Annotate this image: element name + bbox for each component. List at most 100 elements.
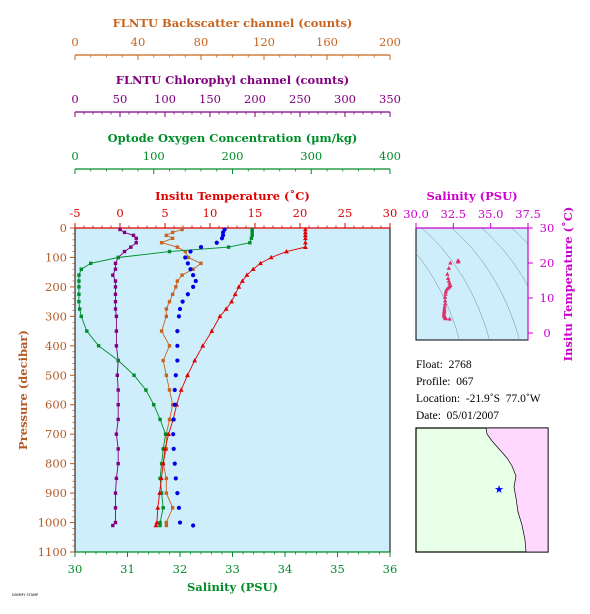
insitu-temperature-point xyxy=(303,235,308,241)
pressure-axis-title: Pressure (decibar) xyxy=(16,330,30,450)
chlorophyl-point xyxy=(114,329,119,333)
oxygen-point xyxy=(96,344,101,348)
backscatter-point xyxy=(180,227,184,232)
oxygen-point xyxy=(79,267,83,271)
float-id: Float: 2768 xyxy=(416,359,472,371)
oxygen-point xyxy=(152,403,156,407)
salinity-point xyxy=(177,306,183,312)
temperature-axis-tick-label: 15 xyxy=(248,206,263,220)
oxygen-point xyxy=(79,314,83,319)
salinity-point xyxy=(173,476,178,481)
oxygen-point xyxy=(167,249,172,254)
salinity-point xyxy=(171,446,176,452)
oxygen-point xyxy=(89,261,93,266)
ts-point xyxy=(443,316,449,321)
ts-point xyxy=(455,259,461,264)
salinity-axis-tick-label: 31 xyxy=(120,562,135,576)
chlorophyll-axis-tick-label: 250 xyxy=(289,92,311,106)
salinity-point xyxy=(180,299,185,304)
chlorophyl-point xyxy=(113,285,118,289)
oxygen-point xyxy=(77,285,81,289)
salinity-point xyxy=(171,417,176,422)
chlorophyl-point xyxy=(116,403,120,407)
insitu-temperature-point xyxy=(155,505,161,510)
chlorophyll-axis: 0 50 100 150 200 250 300 350 FLNTU Chlorophyl ch… xyxy=(71,73,401,117)
insitu-temperature-point xyxy=(157,490,162,495)
backscatter-point xyxy=(164,373,169,377)
backscatter-point xyxy=(164,314,169,319)
chlorophyl-point xyxy=(118,227,122,232)
float-info: Float: 2768 Profile: 067 Location: -21.9… xyxy=(416,357,541,425)
chlorophyl-point xyxy=(113,279,118,283)
insitu-temperature-point xyxy=(244,272,250,277)
ts-point xyxy=(446,265,452,270)
oxygen-point xyxy=(78,307,82,311)
insitu-temperature-point xyxy=(232,291,238,297)
backscatter-axis: 0 40 80 120 160 200 FLNTU Backscatter channel … xyxy=(71,16,401,60)
insitu-temperature-point xyxy=(236,284,242,289)
pressure-tick-label: 500 xyxy=(45,368,67,382)
temperature-axis-tick-label: 25 xyxy=(338,206,353,220)
salinity-point xyxy=(220,230,226,235)
insitu-temperature-point xyxy=(153,522,159,528)
temperature-axis-tick-label: 5 xyxy=(161,206,168,220)
insitu-temperature-point xyxy=(223,306,229,311)
insitu-temperature-point xyxy=(185,372,190,378)
salinity-axis-tick-label: 36 xyxy=(383,562,398,576)
oxygen-point xyxy=(250,230,254,235)
salinity-axis: 30 31 32 33 34 35 36 Salinity (PSU) xyxy=(68,551,398,594)
oxygen-axis-tick-label: 400 xyxy=(379,149,401,163)
chlorophyl-point xyxy=(113,267,118,271)
map-land xyxy=(485,427,549,553)
insitu-temperature-point xyxy=(303,226,308,232)
oxygen-axis-title: Optode Oxygen Concentration (µm/kg) xyxy=(108,131,358,145)
salinity-axis-tick-label: 33 xyxy=(225,562,240,576)
backscatter-axis-tick-label: 200 xyxy=(379,35,401,49)
chlorophyl-point xyxy=(134,241,138,245)
ts-point xyxy=(448,260,453,265)
inset-temperature-tick-label: 20 xyxy=(540,256,555,270)
backscatter-axis-tick-label: 0 xyxy=(71,35,78,49)
salinity-point xyxy=(175,358,180,363)
backscatter-axis-tick-label: 120 xyxy=(253,35,275,49)
inset-salinity-tick-label: 32.5 xyxy=(441,207,467,221)
footer-stamp: DUMMY STAMP xyxy=(12,593,38,597)
salinity-point xyxy=(193,278,198,284)
inset-salinity-tick-label: 37.5 xyxy=(515,207,541,221)
salinity-point xyxy=(172,402,177,407)
backscatter-point xyxy=(186,255,191,260)
chlorophyl-point xyxy=(113,307,118,311)
insitu-temperature-point xyxy=(160,461,166,466)
backscatter-point xyxy=(164,233,169,238)
oxygen-point xyxy=(161,506,165,510)
chlorophyll-axis-tick-label: 300 xyxy=(334,92,356,106)
oxygen-point xyxy=(161,447,165,451)
salinity-axis-tick-label: 34 xyxy=(278,562,293,576)
temperature-axis-tick-label: 10 xyxy=(203,206,218,220)
temperature-axis: -5 0 5 10 15 20 25 30 Insitu Temperature (˚C) xyxy=(69,189,397,229)
backscatter-point xyxy=(183,249,187,254)
salinity-series xyxy=(171,227,227,528)
insitu-temperature-point xyxy=(268,254,274,260)
chlorophyl-point xyxy=(116,461,120,466)
insitu-temperature-line xyxy=(155,229,306,526)
pressure-tick-label: 0 xyxy=(60,221,67,235)
location-map: ★ xyxy=(415,427,549,553)
oxygen-point xyxy=(250,227,254,232)
chlorophyl-point xyxy=(113,299,118,304)
oxygen-point xyxy=(144,388,148,392)
backscatter-axis-tick-label: 80 xyxy=(194,35,209,49)
oxygen-point xyxy=(163,432,168,436)
insitu-temperature-point xyxy=(159,475,164,481)
oxygen-point xyxy=(77,273,81,277)
backscatter-point xyxy=(174,285,178,289)
salinity-point xyxy=(219,236,225,241)
chlorophyl-point xyxy=(115,373,119,377)
ts-point xyxy=(447,316,452,321)
oxygen-point xyxy=(77,299,81,304)
insitu-temperature-point xyxy=(209,328,215,333)
ts-point xyxy=(442,294,448,299)
pressure-tick-label: 400 xyxy=(45,339,67,353)
inset-salinity-tick-label: 30.0 xyxy=(403,207,429,221)
